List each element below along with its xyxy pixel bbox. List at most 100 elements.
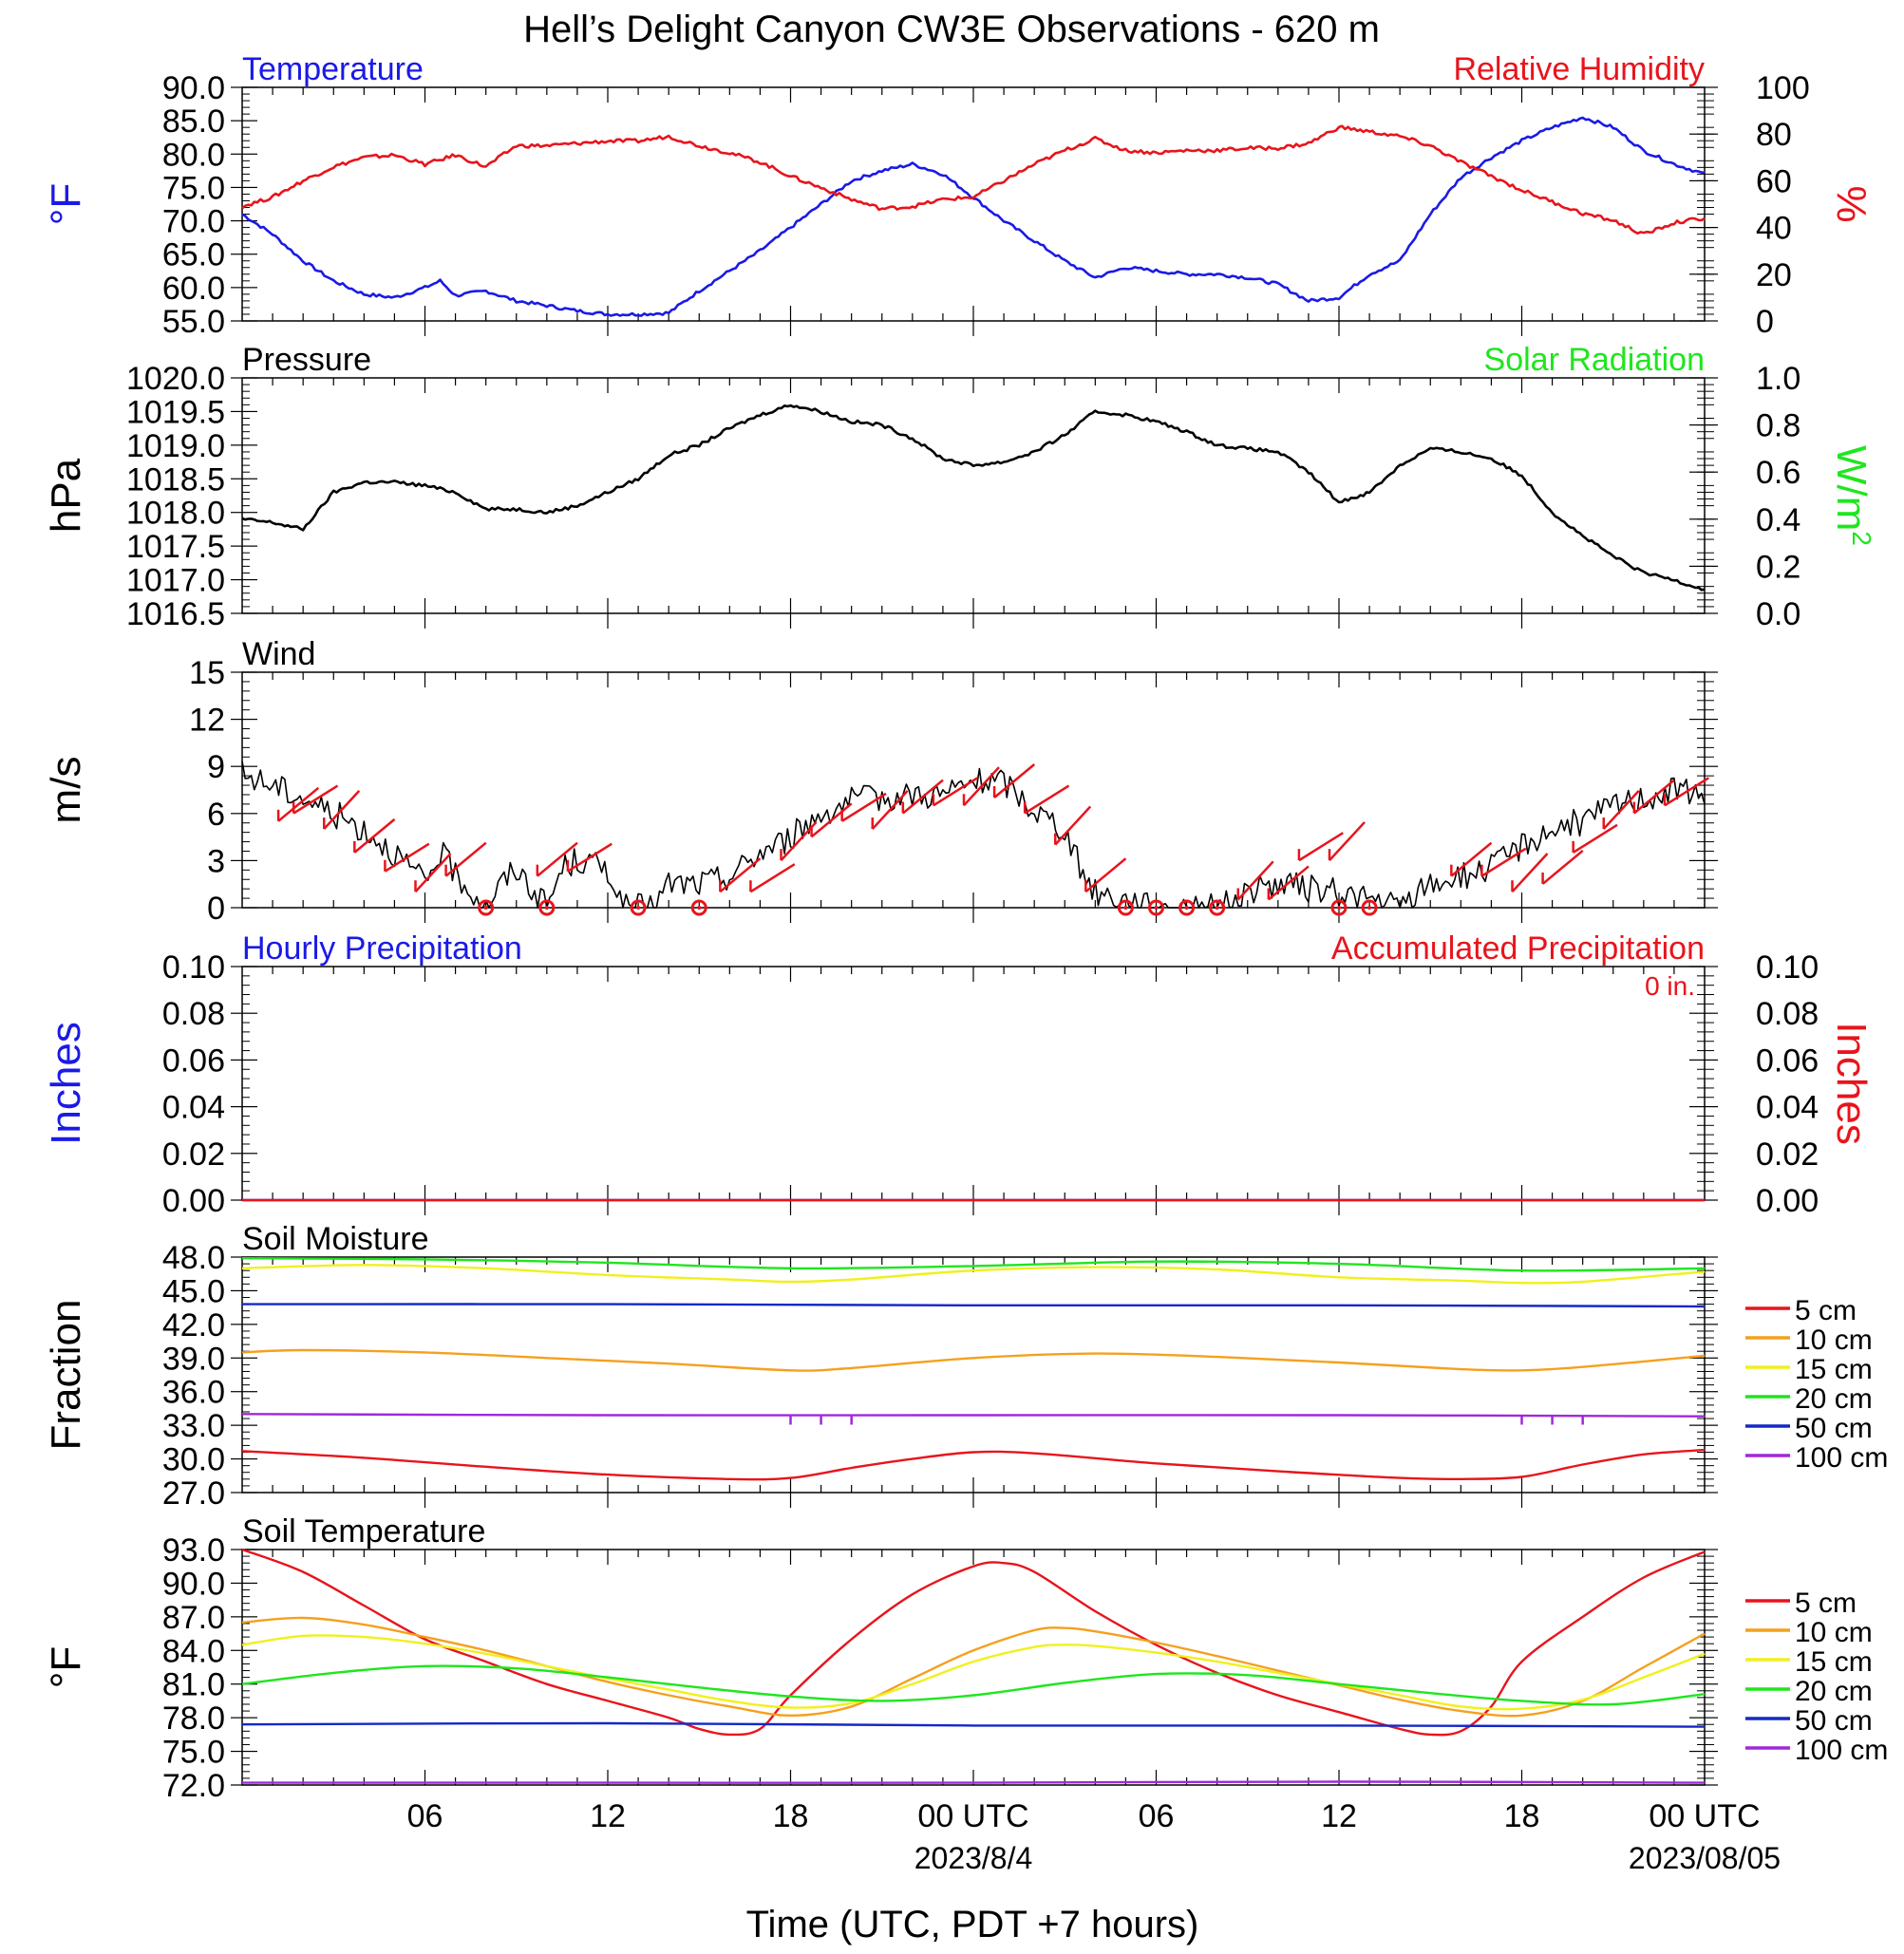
legend-label: 20 cm <box>1795 1383 1873 1415</box>
y-tick-label-left: 55.0 <box>162 304 225 340</box>
series-line <box>241 1721 1706 1728</box>
y-tick-label-right: 0.4 <box>1756 502 1800 538</box>
legend-label: 50 cm <box>1795 1705 1873 1737</box>
calm-marker <box>1117 899 1134 916</box>
wind-barb <box>1024 784 1070 815</box>
calm-marker-dot <box>1337 906 1341 910</box>
y-tick-label-right: 0.2 <box>1756 549 1800 585</box>
calm-marker <box>1178 899 1196 916</box>
y-tick-label-left: 0.00 <box>162 1183 225 1219</box>
calm-marker <box>538 899 556 916</box>
y-tick-label-left: 27.0 <box>162 1475 225 1512</box>
y-tick-label-left: 75.0 <box>162 170 225 206</box>
y-axis-label-left: m/s <box>43 757 89 824</box>
calm-marker <box>630 899 647 916</box>
wind-barb <box>444 841 487 877</box>
wind-barb <box>1298 832 1344 862</box>
y-tick-label-left: 39.0 <box>162 1341 225 1377</box>
y-axis-label-left: Fraction <box>43 1300 89 1451</box>
y-tick-label-left: 30.0 <box>162 1442 225 1478</box>
x-tick-label: 06 <box>407 1798 443 1834</box>
y-tick-label-left: 1018.0 <box>126 496 225 532</box>
wind-barb <box>1084 857 1127 893</box>
legend-label: 10 cm <box>1795 1325 1873 1356</box>
y-tick-label-left: 72.0 <box>162 1768 225 1804</box>
y-axis-label-left: hPa <box>43 458 89 533</box>
y-tick-label-right: 0.0 <box>1756 596 1800 632</box>
wind-barb <box>1236 860 1274 901</box>
legend-label: 100 cm <box>1795 1442 1888 1474</box>
x-tick-label: 12 <box>1321 1798 1357 1834</box>
y-tick-label-left: 1016.5 <box>126 596 225 632</box>
wind-barb <box>749 863 796 893</box>
y-tick-label-left: 1020.0 <box>126 361 225 397</box>
y-tick-label-left: 90.0 <box>162 1566 225 1602</box>
wind-barb <box>353 817 396 854</box>
x-tick-label: 18 <box>1504 1798 1540 1834</box>
y-tick-label-left: 9 <box>207 749 225 785</box>
y-tick-label-left: 70.0 <box>162 204 225 240</box>
y-tick-label-left: 80.0 <box>162 137 225 173</box>
panel-title-left: Temperature <box>242 51 424 87</box>
x-tick-label: 06 <box>1139 1798 1175 1834</box>
y-tick-label-left: 0.08 <box>162 996 225 1032</box>
legend-label: 20 cm <box>1795 1676 1873 1707</box>
y-tick-label-left: 81.0 <box>162 1667 225 1703</box>
series-line <box>241 1413 1706 1418</box>
series-line <box>241 1303 1706 1308</box>
legend-label: 5 cm <box>1795 1588 1857 1619</box>
calm-marker <box>1330 899 1348 916</box>
wind-barb <box>323 790 361 830</box>
y-tick-label-left: 15 <box>189 655 225 691</box>
legend-label: 10 cm <box>1795 1617 1873 1648</box>
wind-barb <box>841 792 887 822</box>
y-tick-label-right: 0.06 <box>1756 1043 1819 1079</box>
series-line <box>241 1616 1706 1718</box>
y-tick-label-right: 0.04 <box>1756 1090 1819 1126</box>
y-tick-label-left: 1017.5 <box>126 529 225 565</box>
y-tick-label-left: 1019.0 <box>126 428 225 464</box>
series-line <box>241 1348 1706 1372</box>
calm-marker-dot <box>1154 906 1159 910</box>
calm-marker-dot <box>636 906 641 910</box>
x-tick-label: 18 <box>773 1798 809 1834</box>
series-line <box>241 1664 1706 1706</box>
y-tick-label-right: 0.00 <box>1756 1183 1819 1219</box>
calm-marker-dot <box>1215 906 1219 910</box>
series-line <box>241 124 1706 235</box>
y-tick-label-left: 90.0 <box>162 70 225 106</box>
wind-barb <box>1573 823 1618 854</box>
panel-title-left: Soil Moisture <box>242 1221 429 1257</box>
panel-title-left: Soil Temperature <box>242 1513 485 1550</box>
plot-frame-wind <box>241 671 1706 909</box>
wind-barb <box>1541 849 1584 885</box>
wind-barb <box>963 766 1000 807</box>
calm-marker-dot <box>697 906 702 910</box>
y-tick-label-left: 6 <box>207 797 225 833</box>
x-tick-label: 00 UTC <box>917 1798 1028 1834</box>
y-axis-label-superscript: 2 <box>1847 531 1876 546</box>
panel-title-left: Wind <box>242 636 315 672</box>
y-tick-label-left: 33.0 <box>162 1408 225 1444</box>
y-axis-label-left: °F <box>43 1646 89 1688</box>
series-line <box>241 1634 1706 1711</box>
wind-barb <box>871 790 909 830</box>
wind-barb <box>1450 841 1493 877</box>
panel-title-right: Relative Humidity <box>1453 51 1705 87</box>
y-tick-label-left: 93.0 <box>162 1532 225 1569</box>
wind-barb <box>780 821 818 861</box>
panel-title-left: Hourly Precipitation <box>242 930 522 967</box>
x-date-label: 2023/08/05 <box>1629 1841 1781 1875</box>
legend-label: 15 cm <box>1795 1646 1873 1678</box>
y-tick-label-left: 48.0 <box>162 1240 225 1276</box>
x-axis-label: Time (UTC, PDT +7 hours) <box>746 1904 1199 1945</box>
wind-barb <box>810 802 853 838</box>
legend-label: 100 cm <box>1795 1735 1888 1766</box>
calm-marker <box>690 899 707 916</box>
y-tick-label-right: 0 <box>1756 304 1774 340</box>
wind-barb <box>1602 790 1640 830</box>
y-tick-label-right: 0.6 <box>1756 455 1800 491</box>
y-axis-label-right: % <box>1828 185 1875 222</box>
y-tick-label-left: 3 <box>207 843 225 879</box>
